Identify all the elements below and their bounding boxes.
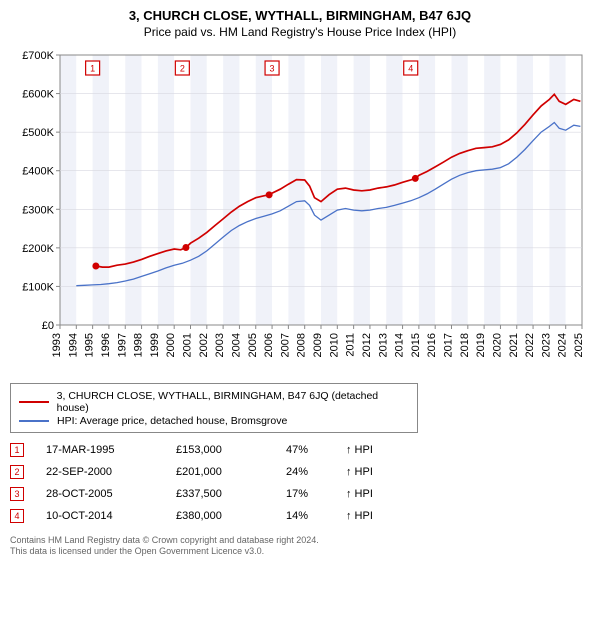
sale-pct: 24% [286,466,346,478]
legend-swatch [19,420,49,422]
sales-table: 117-MAR-1995£153,00047%↑ HPI222-SEP-2000… [10,439,590,527]
ytick-label: £300K [22,204,54,216]
xtick-label: 2019 [475,333,487,357]
chart-title: 3, CHURCH CLOSE, WYTHALL, BIRMINGHAM, B4… [10,8,590,23]
footnote: Contains HM Land Registry data © Crown c… [10,535,590,558]
sale-vs-hpi: ↑ HPI [346,510,373,522]
xtick-label: 2021 [508,333,520,357]
legend-label: HPI: Average price, detached house, Brom… [57,415,287,427]
sale-marker-box: 1 [10,443,24,457]
legend-item: HPI: Average price, detached house, Brom… [19,415,409,427]
legend-swatch [19,401,49,403]
xtick-label: 2007 [279,333,291,357]
legend-label: 3, CHURCH CLOSE, WYTHALL, BIRMINGHAM, B4… [57,390,409,414]
ytick-label: £200K [22,243,54,255]
footnote-line2: This data is licensed under the Open Gov… [10,546,590,557]
sale-price: £153,000 [176,444,286,456]
sale-vs-hpi: ↑ HPI [346,444,373,456]
legend-item: 3, CHURCH CLOSE, WYTHALL, BIRMINGHAM, B4… [19,390,409,414]
sale-marker-number: 2 [180,64,185,74]
xtick-label: 2003 [214,333,226,357]
sale-pct: 14% [286,510,346,522]
xtick-label: 1994 [67,333,79,357]
ytick-label: £100K [22,281,54,293]
table-row: 4 10-OCT-2014£380,00014%↑ HPI [10,505,590,527]
price-chart-svg: £0 £100K £200K £300K £400K £500K £600K £700K 199… [10,47,590,377]
ytick-label: £600K [22,89,54,101]
xtick-label: 1995 [84,333,96,357]
xtick-label: 2008 [296,333,308,357]
sale-marker-box: 4 [10,509,24,523]
sale-marker-box: 2 [10,465,24,479]
table-row: 3 28-OCT-2005£337,50017%↑ HPI [10,483,590,505]
xtick-label: 2022 [524,333,536,357]
xtick-label: 2005 [247,333,259,357]
xtick-label: 1999 [149,333,161,357]
xtick-label: 2000 [165,333,177,357]
sale-vs-hpi: ↑ HPI [346,488,373,500]
ytick-label: £700K [22,50,54,62]
sale-pct: 17% [286,488,346,500]
sale-point [92,262,99,269]
xtick-label: 2006 [263,333,275,357]
xtick-label: 1996 [100,333,112,357]
ytick-label: £400K [22,166,54,178]
sale-date: 22-SEP-2000 [46,466,176,478]
xtick-label: 2025 [573,333,585,357]
xtick-label: 2017 [443,333,455,357]
xtick-label: 2018 [459,333,471,357]
xtick-label: 2009 [312,333,324,357]
xtick-label: 2024 [557,333,569,357]
ytick-label: £0 [42,320,54,332]
xtick-label: 2014 [394,333,406,357]
sale-marker-number: 3 [270,64,275,74]
sale-marker-number: 1 [90,64,95,74]
xtick-label: 2010 [328,333,340,357]
xtick-label: 1997 [116,333,128,357]
sale-date: 28-OCT-2005 [46,488,176,500]
sale-point [266,191,273,198]
sale-date: 17-MAR-1995 [46,444,176,456]
sale-marker-number: 4 [408,64,413,74]
footnote-line1: Contains HM Land Registry data © Crown c… [10,535,590,546]
sale-date: 10-OCT-2014 [46,510,176,522]
xtick-label: 2015 [410,333,422,357]
xtick-label: 2013 [377,333,389,357]
chart-subtitle: Price paid vs. HM Land Registry's House … [10,25,590,39]
table-row: 1 17-MAR-1995£153,00047%↑ HPI [10,439,590,461]
xtick-label: 2002 [198,333,210,357]
xtick-label: 2001 [182,333,194,357]
sale-pct: 47% [286,444,346,456]
chart-area: £0 £100K £200K £300K £400K £500K £600K £700K 199… [10,47,590,377]
sale-price: £201,000 [176,466,286,478]
legend: 3, CHURCH CLOSE, WYTHALL, BIRMINGHAM, B4… [10,383,418,433]
xtick-label: 2004 [230,333,242,357]
sale-point [182,244,189,251]
sale-price: £337,500 [176,488,286,500]
xtick-label: 2011 [345,333,357,357]
sale-point [412,175,419,182]
sale-price: £380,000 [176,510,286,522]
xtick-label: 2020 [491,333,503,357]
sale-marker-box: 3 [10,487,24,501]
xtick-label: 2023 [540,333,552,357]
ytick-label: £500K [22,127,54,139]
xtick-label: 2012 [361,333,373,357]
xtick-label: 1998 [133,333,145,357]
sale-vs-hpi: ↑ HPI [346,466,373,478]
xtick-label: 1993 [51,333,63,357]
xtick-label: 2016 [426,333,438,357]
table-row: 2 22-SEP-2000£201,00024%↑ HPI [10,461,590,483]
